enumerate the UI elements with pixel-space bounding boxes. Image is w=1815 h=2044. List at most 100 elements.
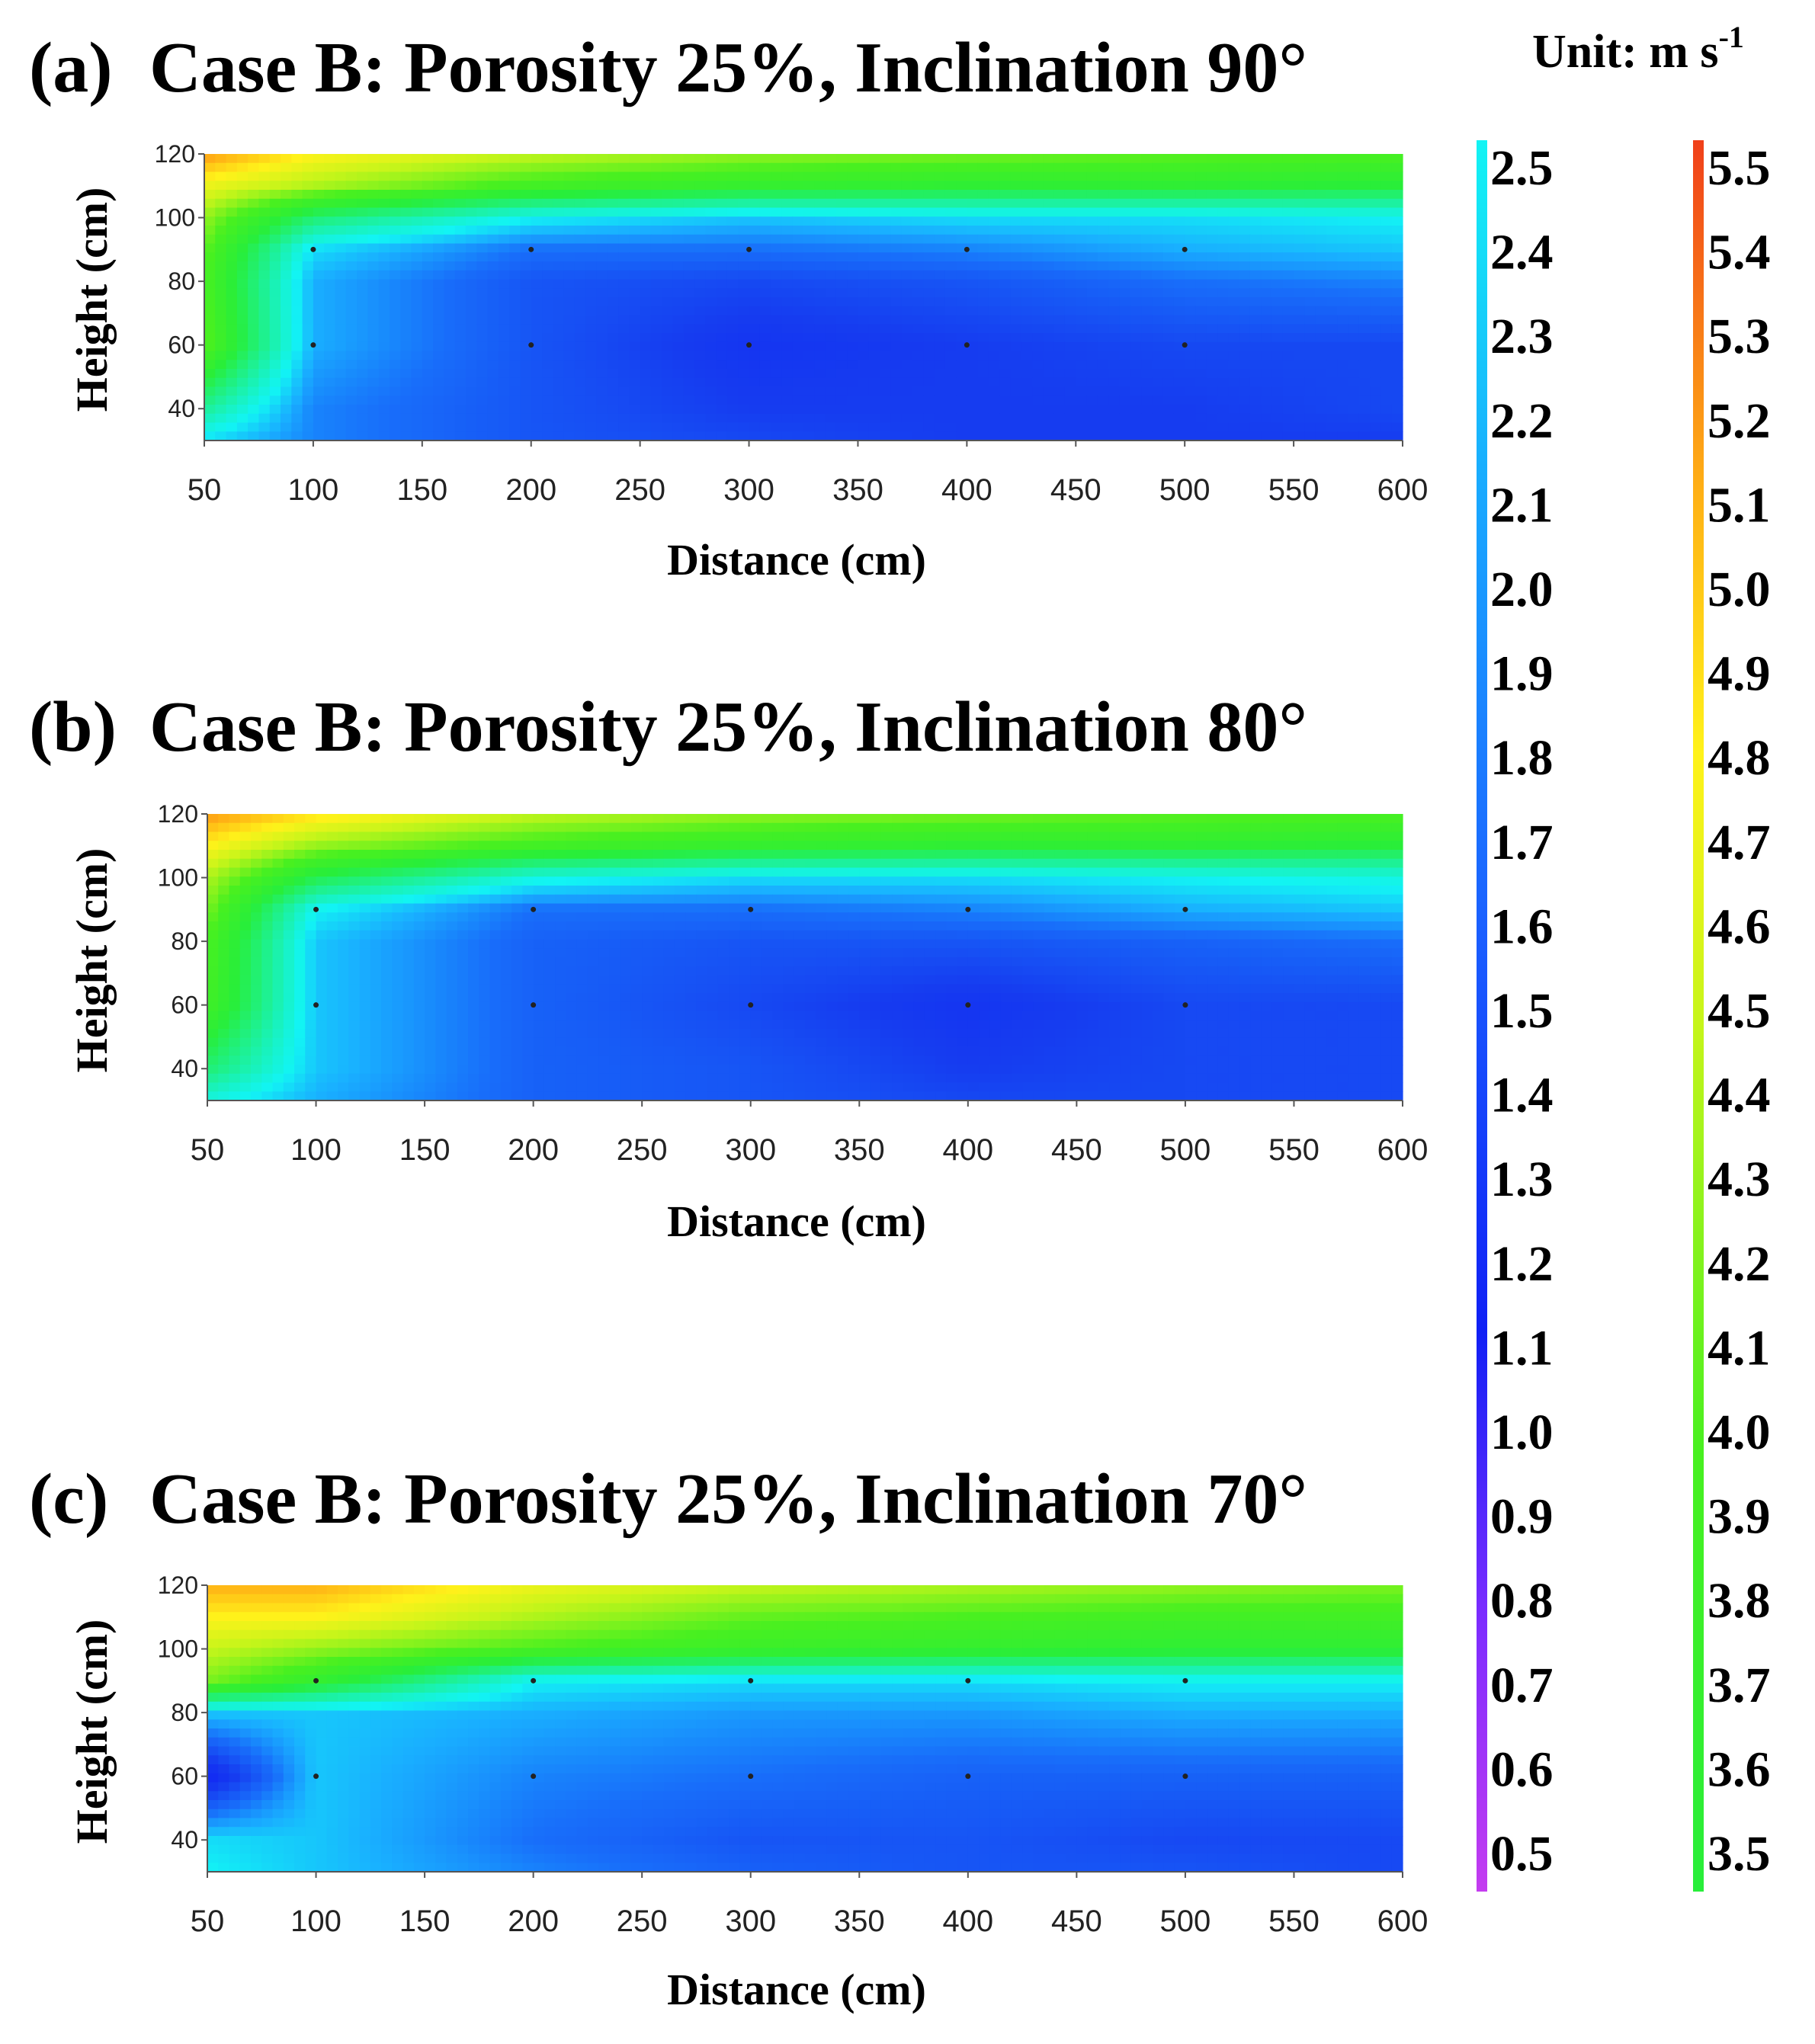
heatmap-cell [305,894,317,905]
heatmap-cell [880,814,893,824]
heatmap-cell [749,324,761,334]
heatmap-cell [1130,243,1142,253]
heatmap-cell [596,226,608,235]
heatmap-cell [1326,216,1338,226]
heatmap-cell [1304,360,1316,370]
heatmap-cell [1380,912,1393,922]
heatmap-cell [1228,413,1240,424]
heatmap-cell [1348,234,1360,245]
heatmap-cell [868,396,880,405]
heatmap-cell [1358,850,1371,860]
heatmap-cell [1315,377,1327,388]
heatmap-cell [924,831,936,841]
heatmap-cell [269,360,281,370]
heatmap-cell [1032,306,1044,316]
heatmap-cell [890,369,903,379]
heatmap-cell [400,190,412,200]
heatmap-cell [803,270,815,280]
heatmap-cell [1010,377,1022,388]
heatmap-cell [1130,903,1143,913]
heatmap-cell [901,306,913,316]
heatmap-cell [1054,876,1066,886]
heatmap-cell [1249,226,1262,235]
heatmap-cell [650,341,662,352]
heatmap-cell [1294,171,1305,181]
heatmap-cell [531,198,543,209]
heatmap-cell [620,903,632,913]
heatmap-cell [291,351,303,360]
heatmap-cell [1315,333,1327,343]
heatmap-cell [1294,831,1306,841]
heatmap-cell [345,243,358,253]
heatmap-cell [716,171,728,181]
heatmap-cell [781,333,794,343]
heatmap-cell [1195,270,1207,280]
heatmap-cell [1304,171,1316,181]
heatmap-cell [563,261,576,271]
heatmap-cell [294,850,306,860]
heatmap-cell [977,261,989,271]
heatmap-cell [1141,876,1153,886]
heatmap-cell [1022,867,1034,877]
heatmap-cell [1152,190,1164,200]
heatmap-cell [685,921,697,931]
heatmap-cell [291,154,303,164]
heatmap-cell [553,279,565,289]
heatmap-cell [1195,341,1207,352]
heatmap-cell [848,876,860,886]
heatmap-cell [1054,858,1066,869]
heatmap-cell [650,386,662,396]
heatmap-cell [367,369,380,379]
heatmap-cell [476,207,489,217]
heatmap-cell [1370,198,1382,209]
heatmap-cell [1217,162,1229,173]
heatmap-cell [411,377,423,388]
heatmap-cell [935,841,947,851]
heatmap-cell [400,261,412,271]
heatmap-cell [781,306,794,316]
heatmap-cell [1010,297,1022,307]
heatmap-cell [585,171,598,181]
heatmap-cell [1097,405,1109,415]
heatmap-cell [847,413,859,424]
heatmap-cell [858,341,870,352]
heatmap-cell [563,279,576,289]
heatmap-cell [531,405,543,415]
heatmap-cell [979,867,990,877]
heatmap-cell [487,377,499,388]
heatmap-cell [498,216,510,226]
heatmap-cell [1358,360,1371,370]
heatmap-cell [859,841,871,851]
heatmap-cell [759,377,771,388]
heatmap-cell [890,431,903,441]
heatmap-cell [291,306,303,316]
heatmap-cell [1010,413,1022,424]
heatmap-cell [1097,333,1109,343]
heatmap-cell [1294,181,1305,191]
heatmap-cell [694,341,706,352]
heatmap-cell [1294,162,1305,173]
heatmap-cell [816,886,828,895]
heatmap-cell [542,386,553,396]
heatmap-cell [816,903,828,913]
heatmap-cell [1315,422,1327,432]
heatmap-cell [1053,377,1066,388]
heatmap-cell [1064,351,1076,360]
heatmap-cell [402,831,415,841]
heatmap-cell [944,351,957,360]
heatmap-cell [967,850,980,860]
heatmap-cell [1086,216,1098,226]
heatmap-cell [1206,252,1218,262]
heatmap-cell [324,351,336,360]
heatmap-cell [1304,841,1316,851]
x-tick-label: 50 [188,473,222,507]
heatmap-cell [1370,912,1382,922]
heatmap-cell [759,288,771,298]
heatmap-cell [672,360,685,370]
heatmap-cell [509,306,521,316]
heatmap-cell [650,431,662,441]
heatmap-cell [901,297,913,307]
heatmap-cell [1054,886,1066,895]
heatmap-cell [729,822,741,833]
